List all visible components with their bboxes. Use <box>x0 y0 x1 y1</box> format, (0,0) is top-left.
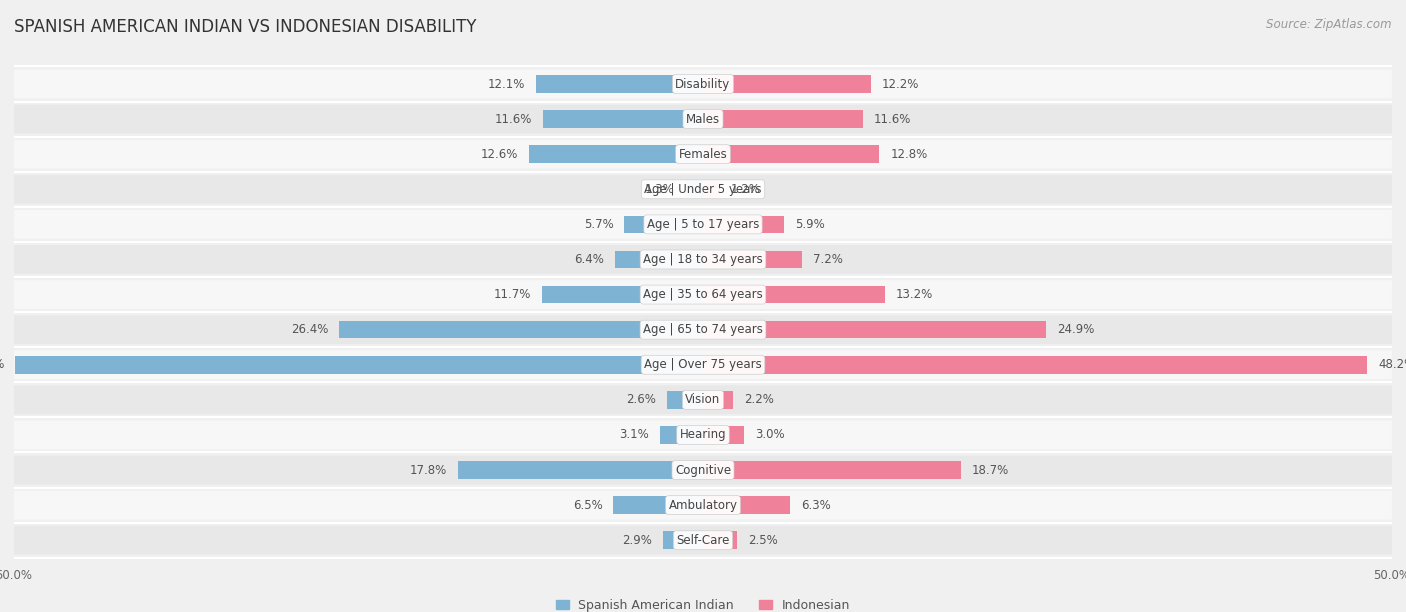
Text: 6.5%: 6.5% <box>572 499 602 512</box>
Bar <box>703 75 872 93</box>
Text: 6.4%: 6.4% <box>574 253 603 266</box>
FancyBboxPatch shape <box>14 315 1392 344</box>
FancyBboxPatch shape <box>14 210 1392 239</box>
Text: 1.2%: 1.2% <box>731 183 761 196</box>
FancyBboxPatch shape <box>14 175 1392 204</box>
Text: SPANISH AMERICAN INDIAN VS INDONESIAN DISABILITY: SPANISH AMERICAN INDIAN VS INDONESIAN DI… <box>14 18 477 36</box>
Bar <box>703 426 744 444</box>
Bar <box>536 75 703 93</box>
Bar <box>703 110 863 128</box>
Text: 2.2%: 2.2% <box>744 394 775 406</box>
Bar <box>703 531 738 549</box>
Text: 49.9%: 49.9% <box>0 358 4 371</box>
FancyBboxPatch shape <box>14 70 1392 99</box>
Bar <box>614 251 703 268</box>
Bar <box>613 496 703 514</box>
Bar <box>703 321 1046 338</box>
FancyBboxPatch shape <box>14 351 1392 379</box>
FancyBboxPatch shape <box>14 280 1392 309</box>
Bar <box>15 356 703 373</box>
Legend: Spanish American Indian, Indonesian: Spanish American Indian, Indonesian <box>551 594 855 612</box>
Text: 11.6%: 11.6% <box>875 113 911 125</box>
Text: 12.1%: 12.1% <box>488 78 526 91</box>
Bar <box>703 356 1367 373</box>
Text: Cognitive: Cognitive <box>675 463 731 477</box>
Text: 12.2%: 12.2% <box>882 78 920 91</box>
FancyBboxPatch shape <box>14 456 1392 485</box>
Bar <box>339 321 703 338</box>
Text: Age | 18 to 34 years: Age | 18 to 34 years <box>643 253 763 266</box>
Text: 11.6%: 11.6% <box>495 113 531 125</box>
Text: 17.8%: 17.8% <box>409 463 447 477</box>
Text: 3.1%: 3.1% <box>620 428 650 441</box>
Text: 12.6%: 12.6% <box>481 147 519 161</box>
Bar <box>668 391 703 409</box>
Text: Self-Care: Self-Care <box>676 534 730 547</box>
Bar <box>541 286 703 304</box>
Text: Females: Females <box>679 147 727 161</box>
Text: Disability: Disability <box>675 78 731 91</box>
Bar <box>624 215 703 233</box>
Bar <box>703 286 884 304</box>
Bar <box>703 181 720 198</box>
Bar <box>543 110 703 128</box>
Text: Age | Over 75 years: Age | Over 75 years <box>644 358 762 371</box>
FancyBboxPatch shape <box>14 491 1392 520</box>
Bar <box>703 496 790 514</box>
Bar <box>703 251 803 268</box>
Bar <box>685 181 703 198</box>
FancyBboxPatch shape <box>14 420 1392 449</box>
Text: 3.0%: 3.0% <box>755 428 785 441</box>
Bar <box>530 146 703 163</box>
FancyBboxPatch shape <box>14 386 1392 414</box>
Bar <box>664 531 703 549</box>
FancyBboxPatch shape <box>14 245 1392 274</box>
Bar <box>703 461 960 479</box>
Text: 18.7%: 18.7% <box>972 463 1010 477</box>
Bar <box>661 426 703 444</box>
FancyBboxPatch shape <box>14 105 1392 133</box>
Text: 2.6%: 2.6% <box>626 394 657 406</box>
Text: Males: Males <box>686 113 720 125</box>
Text: 5.7%: 5.7% <box>583 218 613 231</box>
Text: 2.9%: 2.9% <box>621 534 652 547</box>
Text: Hearing: Hearing <box>679 428 727 441</box>
Text: 26.4%: 26.4% <box>291 323 328 336</box>
Bar <box>703 146 879 163</box>
Text: Age | 35 to 64 years: Age | 35 to 64 years <box>643 288 763 301</box>
Bar <box>703 391 734 409</box>
Bar <box>703 215 785 233</box>
FancyBboxPatch shape <box>14 140 1392 168</box>
Text: 24.9%: 24.9% <box>1057 323 1094 336</box>
FancyBboxPatch shape <box>14 526 1392 554</box>
Text: 11.7%: 11.7% <box>494 288 531 301</box>
Bar <box>458 461 703 479</box>
Text: 6.3%: 6.3% <box>801 499 831 512</box>
Text: Ambulatory: Ambulatory <box>668 499 738 512</box>
Text: 48.2%: 48.2% <box>1378 358 1406 371</box>
Text: 5.9%: 5.9% <box>796 218 825 231</box>
Text: Age | Under 5 years: Age | Under 5 years <box>644 183 762 196</box>
Text: Age | 65 to 74 years: Age | 65 to 74 years <box>643 323 763 336</box>
Text: 7.2%: 7.2% <box>813 253 844 266</box>
Text: 12.8%: 12.8% <box>890 147 928 161</box>
Text: 2.5%: 2.5% <box>748 534 778 547</box>
Text: Vision: Vision <box>685 394 721 406</box>
Text: Source: ZipAtlas.com: Source: ZipAtlas.com <box>1267 18 1392 31</box>
Text: 13.2%: 13.2% <box>896 288 934 301</box>
Text: Age | 5 to 17 years: Age | 5 to 17 years <box>647 218 759 231</box>
Text: 1.3%: 1.3% <box>644 183 673 196</box>
